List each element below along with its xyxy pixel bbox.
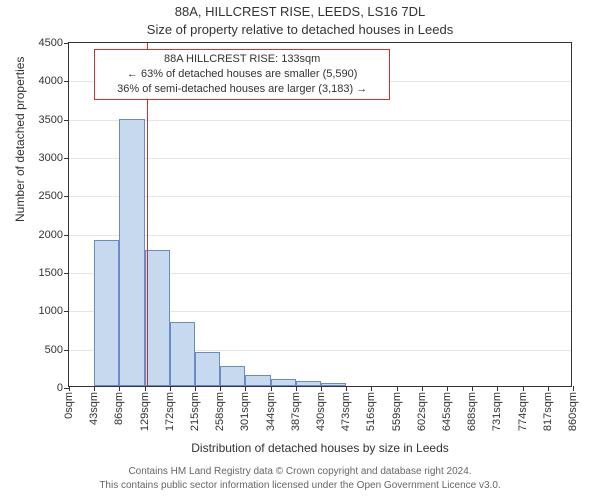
xtick-mark [321, 386, 322, 391]
xtick-mark [447, 386, 448, 391]
bar [145, 250, 170, 386]
ytick-mark [64, 235, 69, 236]
bar [119, 119, 144, 386]
xtick-label: 43sqm [88, 392, 100, 425]
bar [170, 322, 195, 386]
xtick-mark [195, 386, 196, 391]
plot-area: 0500100015002000250030003500400045000sqm… [68, 42, 572, 387]
xtick-mark [346, 386, 347, 391]
bar [296, 381, 321, 386]
xtick-mark [220, 386, 221, 391]
xtick-label: 602sqm [416, 392, 428, 431]
xtick-label: 516sqm [365, 392, 377, 431]
xtick-mark [472, 386, 473, 391]
xtick-label: 473sqm [340, 392, 352, 431]
ytick-mark [64, 196, 69, 197]
bar [245, 375, 270, 387]
xtick-label: 774sqm [517, 392, 529, 431]
ytick-label: 3500 [39, 114, 63, 126]
xtick-mark [245, 386, 246, 391]
xtick-label: 731sqm [491, 392, 503, 431]
xtick-mark [523, 386, 524, 391]
xtick-label: 688sqm [466, 392, 478, 431]
ytick-label: 1000 [39, 305, 63, 317]
xtick-label: 645sqm [441, 392, 453, 431]
ytick-label: 1500 [39, 267, 63, 279]
x-axis-label: Distribution of detached houses by size … [68, 441, 572, 455]
xtick-label: 387sqm [290, 392, 302, 431]
xtick-mark [497, 386, 498, 391]
xtick-label: 860sqm [567, 392, 579, 431]
caption-line1: Contains HM Land Registry data © Crown c… [0, 465, 600, 478]
ytick-label: 2000 [39, 229, 63, 241]
ytick-mark [64, 311, 69, 312]
xtick-label: 430sqm [315, 392, 327, 431]
xtick-label: 344sqm [265, 392, 277, 431]
ytick-mark [64, 158, 69, 159]
ytick-label: 3000 [39, 152, 63, 164]
xtick-mark [573, 386, 574, 391]
xtick-mark [548, 386, 549, 391]
xtick-mark [94, 386, 95, 391]
xtick-mark [397, 386, 398, 391]
ytick-mark [64, 273, 69, 274]
annotation-line: 88A HILLCREST RISE: 133sqm [101, 52, 383, 67]
ytick-mark [64, 43, 69, 44]
bar [271, 379, 296, 386]
xtick-label: 258sqm [214, 392, 226, 431]
xtick-mark [145, 386, 146, 391]
bar [195, 352, 220, 386]
ytick-label: 2500 [39, 190, 63, 202]
ytick-mark [64, 350, 69, 351]
xtick-mark [119, 386, 120, 391]
xtick-mark [422, 386, 423, 391]
chart-title-line2: Size of property relative to detached ho… [0, 22, 600, 37]
xtick-label: 215sqm [189, 392, 201, 431]
y-axis-label: Number of detached properties [13, 202, 27, 222]
chart-title-line1: 88A, HILLCREST RISE, LEEDS, LS16 7DL [0, 4, 600, 19]
xtick-label: 559sqm [391, 392, 403, 431]
ytick-label: 500 [45, 344, 63, 356]
annotation-line: ← 63% of detached houses are smaller (5,… [101, 67, 383, 82]
annotation-box: 88A HILLCREST RISE: 133sqm← 63% of detac… [94, 49, 390, 100]
ytick-label: 4000 [39, 75, 63, 87]
xtick-mark [69, 386, 70, 391]
ytick-label: 4500 [39, 37, 63, 49]
xtick-label: 0sqm [63, 392, 75, 419]
bar [220, 366, 245, 386]
bar [94, 240, 119, 386]
xtick-label: 172sqm [164, 392, 176, 431]
xtick-label: 301sqm [239, 392, 251, 431]
xtick-label: 129sqm [139, 392, 151, 431]
xtick-mark [371, 386, 372, 391]
xtick-mark [296, 386, 297, 391]
xtick-mark [170, 386, 171, 391]
xtick-label: 817sqm [542, 392, 554, 431]
bar [321, 383, 346, 386]
xtick-mark [271, 386, 272, 391]
ytick-mark [64, 81, 69, 82]
annotation-line: 36% of semi-detached houses are larger (… [101, 82, 383, 97]
ytick-mark [64, 120, 69, 121]
xtick-label: 86sqm [113, 392, 125, 425]
caption-line2: This contains public sector information … [0, 479, 600, 492]
